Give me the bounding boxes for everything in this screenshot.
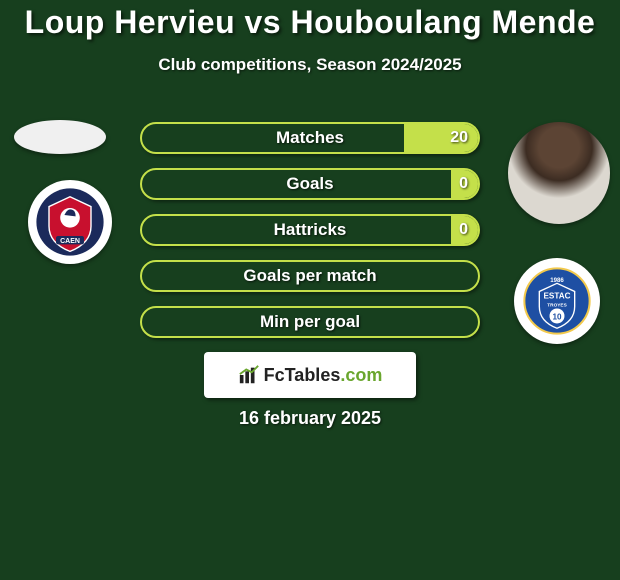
stat-row-matches: Matches 20 (140, 122, 480, 154)
svg-text:TROYES: TROYES (547, 302, 567, 308)
stat-value-right: 0 (459, 170, 468, 198)
bars-icon (238, 364, 260, 386)
stats-container: Matches 20 Goals 0 Hattricks 0 Goals per… (140, 122, 480, 352)
stat-label: Goals (142, 170, 478, 198)
player-right-avatar (508, 122, 610, 224)
caen-shield-icon: CAEN (35, 187, 105, 257)
club-badge-right: 1986 ESTAC TROYES 10 (514, 258, 600, 344)
club-badge-left: CAEN (28, 180, 112, 264)
player-left-avatar (14, 120, 106, 154)
stat-row-goals: Goals 0 (140, 168, 480, 200)
stat-row-hattricks: Hattricks 0 (140, 214, 480, 246)
date-text: 16 february 2025 (0, 408, 620, 429)
estac-badge-icon: 1986 ESTAC TROYES 10 (523, 267, 591, 335)
stat-row-gpm: Goals per match (140, 260, 480, 292)
svg-text:10: 10 (552, 312, 562, 321)
subtitle: Club competitions, Season 2024/2025 (0, 55, 620, 75)
brand-text-left: FcTables (264, 365, 341, 385)
brand-card: FcTables.com (204, 352, 416, 398)
svg-text:CAEN: CAEN (60, 238, 80, 245)
svg-text:ESTAC: ESTAC (543, 291, 570, 300)
stat-label: Min per goal (142, 308, 478, 336)
page-title: Loup Hervieu vs Houboulang Mende (0, 4, 620, 41)
stat-row-mpg: Min per goal (140, 306, 480, 338)
brand-text-right: .com (340, 365, 382, 385)
stat-label: Hattricks (142, 216, 478, 244)
stat-value-right: 20 (450, 124, 468, 152)
stat-value-right: 0 (459, 216, 468, 244)
brand-text: FcTables.com (264, 365, 383, 386)
stat-label: Goals per match (142, 262, 478, 290)
